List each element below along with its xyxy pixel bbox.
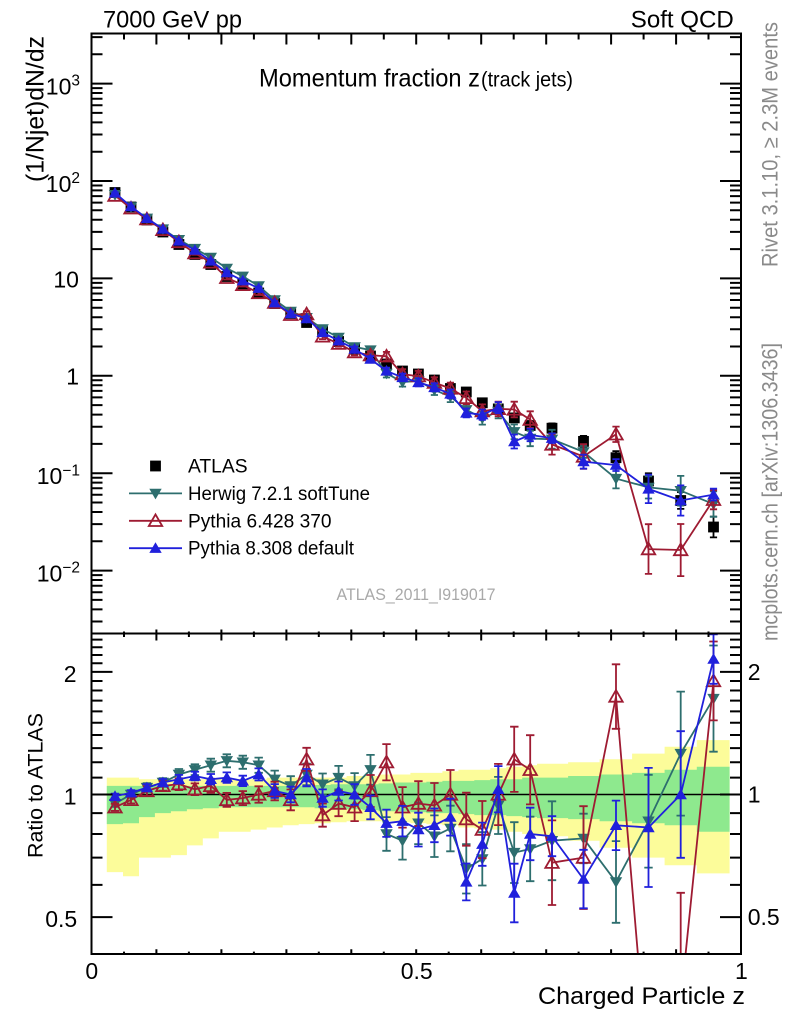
- svg-text:mcplots.cern.ch [arXiv:1306.34: mcplots.cern.ch [arXiv:1306.3436]: [758, 343, 783, 641]
- svg-text:−1: −1: [62, 462, 80, 479]
- svg-text:Ratio to ATLAS: Ratio to ATLAS: [25, 713, 48, 858]
- svg-text:2: 2: [71, 170, 80, 187]
- svg-text:Charged Particle z: Charged Particle z: [538, 983, 745, 1010]
- svg-text:Pythia 8.308 default: Pythia 8.308 default: [188, 539, 355, 560]
- svg-text:10: 10: [46, 73, 72, 99]
- svg-text:10: 10: [37, 463, 63, 489]
- svg-text:Rivet 3.1.10, ≥ 2.3M events: Rivet 3.1.10, ≥ 2.3M events: [758, 22, 783, 267]
- svg-text:−2: −2: [62, 560, 80, 577]
- svg-text:Pythia 6.428 370: Pythia 6.428 370: [188, 511, 332, 532]
- svg-text:7000 GeV pp: 7000 GeV pp: [103, 7, 242, 34]
- svg-text:10: 10: [53, 266, 79, 292]
- svg-text:2: 2: [748, 659, 761, 685]
- svg-text:0.5: 0.5: [748, 904, 780, 930]
- svg-text:1: 1: [748, 782, 761, 808]
- svg-text:3: 3: [71, 73, 80, 90]
- svg-text:ATLAS: ATLAS: [188, 457, 248, 478]
- svg-text:(1/Njet)dN/dz: (1/Njet)dN/dz: [23, 36, 50, 182]
- svg-text:ATLAS_2011_I919017: ATLAS_2011_I919017: [337, 586, 496, 604]
- svg-text:0: 0: [85, 958, 98, 984]
- svg-text:Soft QCD: Soft QCD: [631, 7, 734, 34]
- svg-text:1: 1: [66, 364, 79, 390]
- svg-text:0.5: 0.5: [401, 958, 433, 984]
- svg-text:1: 1: [735, 958, 748, 984]
- svg-text:(track jets): (track jets): [481, 69, 573, 92]
- svg-text:Herwig 7.2.1 softTune: Herwig 7.2.1 softTune: [188, 484, 370, 505]
- svg-text:10: 10: [37, 560, 63, 586]
- svg-text:Momentum fraction z: Momentum fraction z: [259, 66, 480, 93]
- svg-text:0.5: 0.5: [45, 906, 77, 932]
- svg-text:10: 10: [46, 171, 72, 197]
- svg-text:2: 2: [64, 661, 77, 687]
- svg-text:1: 1: [64, 784, 77, 810]
